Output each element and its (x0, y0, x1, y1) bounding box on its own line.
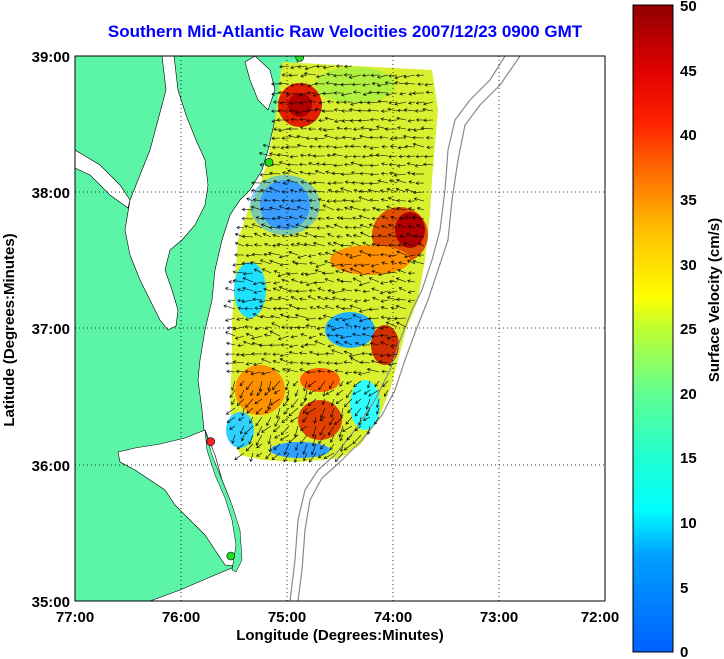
x-tick-label: 73:00 (480, 609, 518, 626)
velocity-color-field (226, 62, 438, 462)
grid-lines (75, 56, 605, 601)
radar-stations (206, 56, 304, 561)
radar-station-marker (295, 56, 304, 62)
bathymetry-contours (289, 56, 521, 601)
y-tick-label: 39:00 (32, 49, 70, 66)
plot-frame (74, 55, 606, 602)
radar-station-marker (206, 437, 215, 446)
colorbar-tick-label: 10 (680, 515, 697, 532)
colorbar-tick-label: 15 (680, 450, 697, 467)
colorbar (632, 4, 674, 653)
y-tick-label: 36:00 (32, 458, 70, 475)
colorbar-tick-label: 0 (680, 644, 688, 659)
colorbar-tick-label: 35 (680, 192, 697, 209)
y-axis-label: Latitude (Degrees:Minutes) (1, 233, 18, 426)
x-tick-label: 76:00 (162, 609, 200, 626)
map-plot-area (75, 56, 605, 601)
radar-station-marker (226, 551, 236, 561)
map-title: Southern Mid-Atlantic Raw Velocities 200… (107, 22, 583, 41)
colorbar-tick-label: 30 (680, 257, 697, 274)
colorbar-label: Surface Velocity (cm/s) (706, 218, 723, 382)
potomac-river (75, 149, 131, 209)
x-tick-label: 77:00 (56, 609, 94, 626)
y-tick-label: 35:00 (32, 594, 70, 611)
x-axis-label: Longitude (Degrees:Minutes) (236, 627, 444, 644)
velocity-vectors (223, 64, 434, 463)
colorbar-tick-label: 50 (680, 0, 697, 15)
radar-station-marker (264, 158, 274, 167)
colorbar-tick-label: 20 (680, 386, 697, 403)
colorbar-tick-label: 40 (680, 127, 697, 144)
chesapeake-bay (124, 56, 209, 331)
colorbar-ticks: 50 45 40 35 30 25 20 15 10 5 0 (680, 0, 697, 659)
colorbar-tick-label: 45 (680, 63, 697, 80)
colorbar-tick-label: 25 (680, 321, 697, 338)
y-tick-label: 38:00 (32, 185, 70, 202)
delaware-bay (244, 56, 276, 111)
x-tick-label: 75:00 (268, 609, 306, 626)
x-tick-label: 74:00 (374, 609, 412, 626)
y-axis-ticks: 39:00 38:00 37:00 36:00 35:00 (32, 49, 70, 611)
barrier-island (204, 429, 243, 573)
y-tick-label: 37:00 (32, 321, 70, 338)
x-axis-ticks: 77:00 76:00 75:00 74:00 73:00 72:00 (56, 609, 619, 626)
colorbar-tick-label: 5 (680, 580, 688, 597)
x-tick-label: 72:00 (581, 609, 619, 626)
